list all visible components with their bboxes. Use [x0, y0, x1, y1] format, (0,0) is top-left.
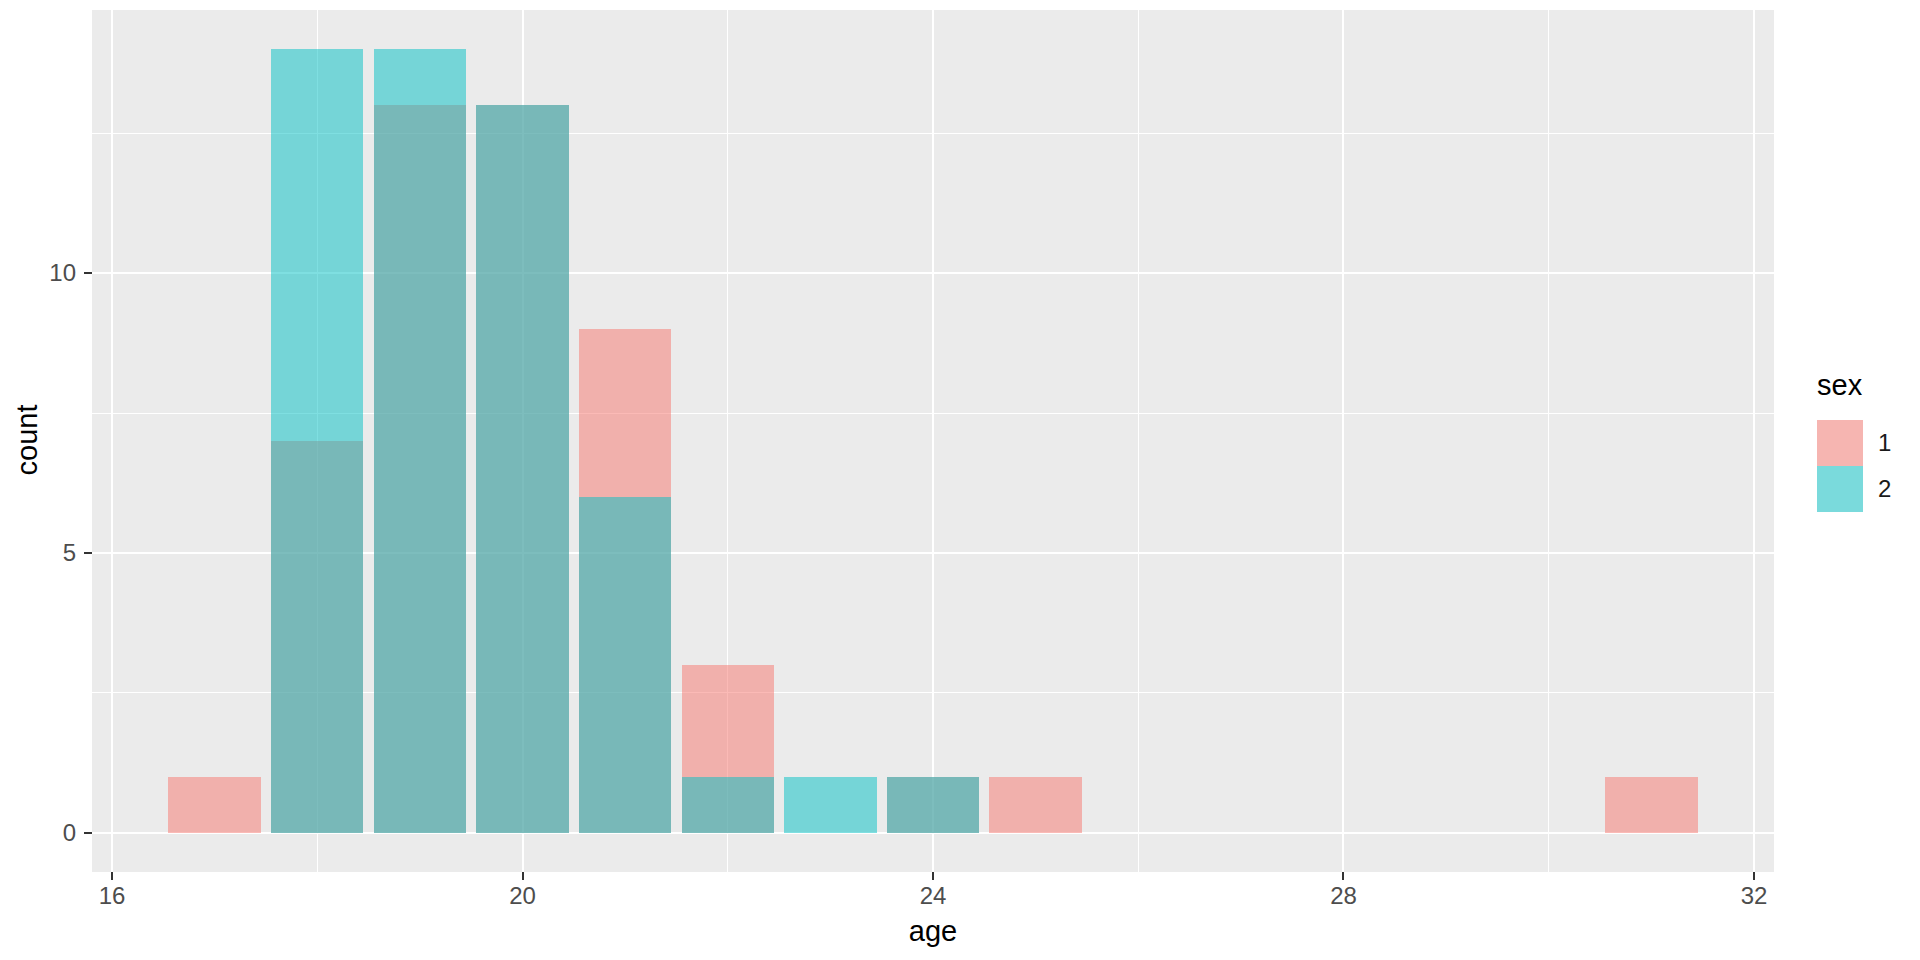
x-tick-label: 24	[920, 884, 947, 908]
legend-label: 1	[1878, 431, 1891, 455]
legend-entry-2: 2	[1817, 466, 1917, 512]
legend: sex 12	[1817, 371, 1917, 512]
x-tick-mark	[111, 872, 113, 880]
gridline-x-minor	[1138, 10, 1139, 872]
histogram-bar-sex1-age31	[1605, 777, 1697, 833]
y-tick-label: 10	[16, 261, 76, 285]
x-tick-mark	[1342, 872, 1344, 880]
gridline-x-major	[932, 10, 934, 872]
histogram-bar-sex1-age17	[168, 777, 260, 833]
histogram-bar-sex2-age19	[374, 49, 466, 833]
legend-label: 2	[1878, 477, 1891, 501]
legend-title: sex	[1817, 371, 1917, 400]
x-tick-label: 32	[1741, 884, 1768, 908]
histogram-bar-sex2-age22	[682, 777, 774, 833]
legend-key-fill-2	[1817, 466, 1863, 512]
x-axis-title: age	[909, 917, 957, 946]
x-tick-label: 28	[1330, 884, 1357, 908]
y-axis-title: count	[13, 405, 42, 476]
chart-figure: 16202428320510 age count sex 12	[0, 0, 1920, 960]
y-tick-label: 5	[16, 541, 76, 565]
gridline-x-minor	[1548, 10, 1549, 872]
histogram-bar-sex2-age18	[271, 49, 363, 833]
gridline-x-major	[1753, 10, 1755, 872]
legend-keys: 12	[1817, 420, 1917, 512]
histogram-bar-sex2-age24	[887, 777, 979, 833]
legend-key-swatch	[1817, 420, 1863, 466]
y-tick-mark	[84, 552, 92, 554]
gridline-x-major	[1342, 10, 1344, 872]
y-tick-mark	[84, 272, 92, 274]
x-tick-mark	[932, 872, 934, 880]
gridline-x-major	[111, 10, 113, 872]
y-tick-label: 0	[16, 821, 76, 845]
histogram-bar-sex2-age20	[476, 105, 568, 833]
x-tick-mark	[1753, 872, 1755, 880]
x-tick-mark	[522, 872, 524, 880]
histogram-bar-sex2-age23	[784, 777, 876, 833]
legend-key-swatch	[1817, 466, 1863, 512]
histogram-bar-sex1-age25	[989, 777, 1081, 833]
legend-entry-1: 1	[1817, 420, 1917, 466]
plot-panel	[92, 10, 1774, 872]
legend-key-fill-1	[1817, 420, 1863, 466]
y-tick-mark	[84, 832, 92, 834]
histogram-bar-sex2-age21	[579, 497, 671, 833]
x-tick-label: 16	[99, 884, 126, 908]
x-tick-label: 20	[509, 884, 536, 908]
